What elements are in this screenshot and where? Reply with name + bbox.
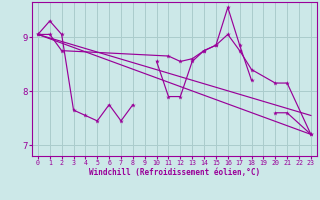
X-axis label: Windchill (Refroidissement éolien,°C): Windchill (Refroidissement éolien,°C) xyxy=(89,168,260,177)
